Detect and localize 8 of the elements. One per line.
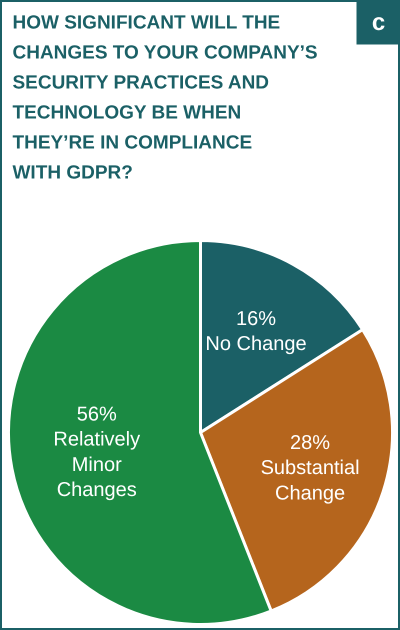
slice-label: No Change: [205, 333, 307, 356]
data-label: 56%: [76, 403, 117, 426]
data-label: 28%: [290, 432, 330, 454]
slice-label: Substantial Change: [260, 457, 360, 504]
chart-title: HOW SIGNIFICANT WILL THE CHANGES TO YOUR COMPANY’S SECURITY PRACTICES AND TECHNOLOGY BE WHEN THEY’RE IN COMPLIANCE WITH GDPR?: [12, 12, 318, 184]
slice-label: Relatively Minor Changes: [53, 428, 140, 502]
text: c: [372, 9, 386, 36]
data-label: 16%: [236, 308, 276, 330]
